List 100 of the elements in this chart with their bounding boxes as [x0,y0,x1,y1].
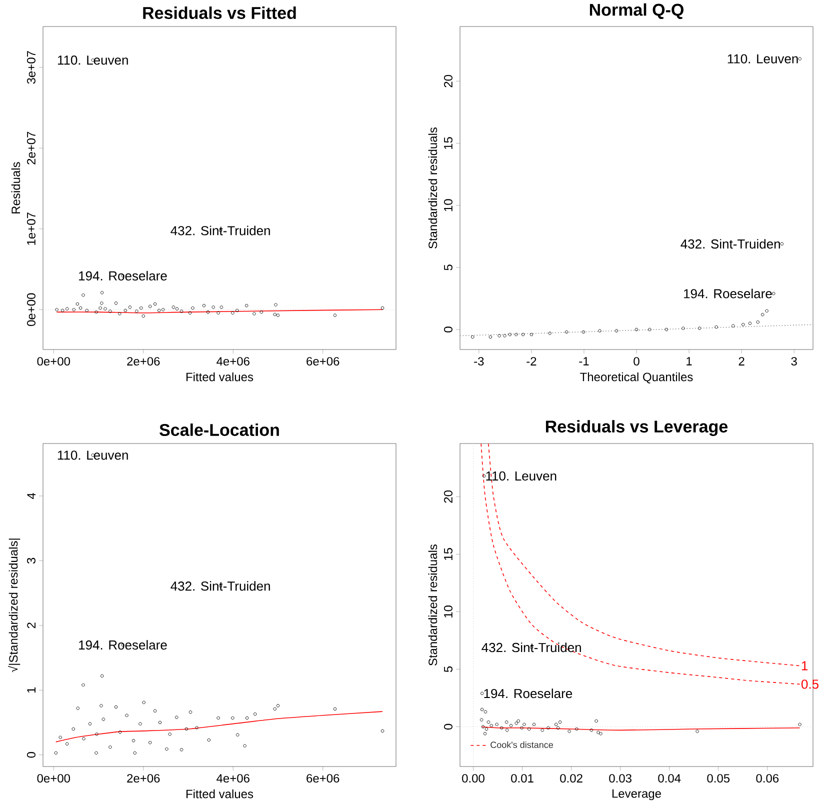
y-tick-label: 5 [444,264,452,271]
point [568,730,571,734]
y-tick-label: 15 [444,137,452,150]
point [72,728,76,731]
x-tick-label: 0.02 [560,774,582,783]
point [594,720,598,723]
y-axis-title: Standardized residuals [428,128,438,249]
x-tick-label: 3 [791,357,797,366]
point [500,726,504,730]
point [180,748,184,752]
x-tick-label: 1 [686,357,692,366]
point [480,708,484,712]
point [495,723,498,726]
point [333,314,337,318]
point [133,752,136,755]
point [184,728,188,731]
annotation: 432. Sint-Truiden [170,226,270,236]
point [590,728,594,732]
x-tick-label: 2e+06 [127,774,160,783]
point [188,311,192,315]
point [191,306,194,310]
point [509,724,513,728]
point [118,730,122,734]
point [94,752,98,755]
point [157,309,161,312]
point [55,308,58,312]
point [504,720,508,724]
x-tick-label: 4e+06 [216,357,250,366]
point [480,718,484,722]
point [520,726,524,730]
x-tick-label: 0.05 [707,774,730,783]
point [273,313,276,316]
point [540,728,544,732]
chart-title: Scale-Location [160,424,279,436]
y-tick-label: 15 [444,548,452,560]
point [582,330,586,334]
point [94,310,98,314]
annotation: 432. Sint-Truiden [680,239,780,249]
point [575,728,578,731]
x-axis-title: Fitted values [186,790,254,798]
y-tick-label: 3e+07 [26,51,36,84]
point [598,329,602,333]
point [58,736,62,740]
x-tick-label: 0 [634,357,640,366]
point [333,708,337,711]
chart-title: Residuals vs Leverage [546,420,728,436]
y-tick-label: 1 [27,688,36,693]
point [483,732,487,736]
point [54,752,58,755]
point [558,720,562,724]
point [664,328,668,332]
chart-title: Normal Q-Q [590,4,684,20]
point [273,708,276,711]
point [521,333,525,336]
point [162,308,165,312]
point [530,333,534,336]
point [142,701,146,704]
point [614,329,618,333]
annotation: 194. Roeselare [79,640,167,650]
point [634,328,638,332]
point [486,720,490,724]
point [118,312,122,316]
point [180,310,184,314]
point [82,684,85,687]
point [380,306,384,310]
point [207,738,211,742]
point [104,307,107,311]
point [125,714,128,718]
point [274,303,278,307]
point [65,307,69,311]
annotation: 194. Roeselare [684,288,772,299]
point [65,742,69,746]
x-tick-label: -2 [526,357,536,366]
point [742,323,745,326]
point [276,704,280,708]
point [132,739,136,742]
point [756,320,760,324]
point [565,330,568,334]
annotation: 110. Leuven [58,56,128,65]
point [490,724,494,728]
point [505,728,509,732]
x-axis-title: Fitted values [186,372,254,382]
y-tick-label: 20 [444,490,452,503]
point [276,314,280,318]
x-axis-title: Leverage [612,790,661,800]
point [60,309,64,312]
y-tick-label: 10 [444,606,452,618]
point [253,712,257,716]
point [548,332,552,336]
y-tick-label: 5 [444,666,452,672]
x-tick-label: 0.04 [658,774,681,783]
x-tick-label: 6e+06 [306,357,340,366]
point [546,726,550,730]
point [102,718,106,722]
point [206,310,210,314]
point [599,732,602,736]
annotation: 194. Roeselare [484,688,572,698]
point [522,723,526,726]
point [165,748,168,751]
point [114,706,118,709]
